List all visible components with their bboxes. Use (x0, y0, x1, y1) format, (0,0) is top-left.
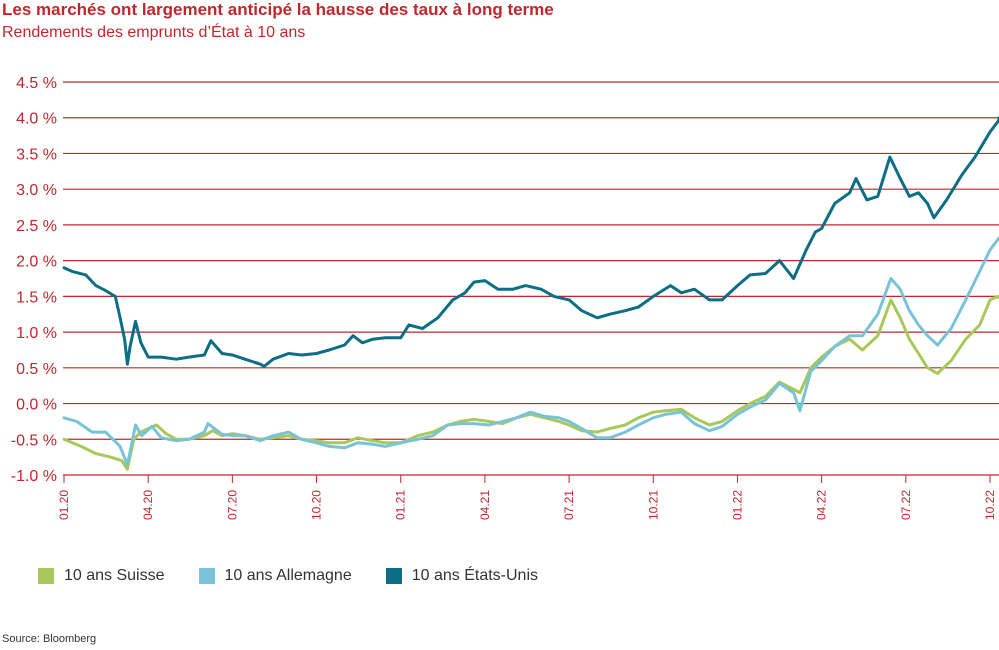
y-tick-label: 4.0 % (16, 111, 57, 128)
y-tick-label: 4.5 % (16, 75, 57, 92)
y-tick-label: 2.5 % (16, 218, 57, 235)
legend-swatch-suisse (38, 568, 54, 584)
chart-subtitle: Rendements des emprunts d’État à 10 ans (2, 24, 306, 41)
y-tick-label: -1.0 % (11, 468, 57, 485)
y-tick-label: 0.0 % (16, 397, 57, 414)
legend-label-allemagne: 10 ans Allemagne (224, 567, 352, 584)
x-axis: 01.20 04.20 07.20 10.20 01.21 04.21 07.21 10.21… (57, 475, 997, 520)
x-tick-label: 10.20 (310, 490, 324, 520)
x-tick-label: 04.22 (815, 490, 829, 520)
legend-swatch-etats-unis (385, 568, 402, 584)
legend-label-suisse: 10 ans Suisse (64, 567, 165, 584)
y-tick-label: 3.0 % (16, 182, 57, 199)
series-line-2 (62, 115, 999, 368)
x-tick-label: 07.22 (899, 490, 913, 520)
series-lines (62, 115, 999, 471)
x-tick-label: 07.21 (562, 490, 576, 520)
x-tick-label: 01.20 (57, 490, 71, 520)
legend-item-suisse: 10 ans Suisse (38, 567, 165, 585)
series-line-1 (62, 235, 999, 467)
y-tick-label: 0.5 % (16, 361, 57, 378)
x-tick-label: 10.22 (983, 490, 997, 520)
y-tick-label: 1.0 % (16, 325, 57, 342)
legend-item-allemagne: 10 ans Allemagne (198, 567, 352, 585)
legend-item-etats-unis: 10 ans États-Unis (385, 567, 538, 585)
legend-label-etats-unis: 10 ans États-Unis (411, 567, 538, 584)
y-tick-label: 1.5 % (16, 289, 57, 306)
x-tick-label: 10.21 (646, 490, 660, 520)
legend-swatch-allemagne (198, 568, 215, 584)
y-tick-label: -0.5 % (11, 432, 57, 449)
chart-title: Les marchés ont largement anticipé la ha… (2, 0, 554, 19)
y-tick-label: 3.5 % (16, 146, 57, 163)
x-tick-label: 01.22 (730, 490, 744, 520)
source-note: Source: Bloomberg (2, 633, 97, 645)
y-tick-label: 2.0 % (16, 254, 57, 271)
x-tick-label: 04.21 (478, 490, 492, 520)
grid-lines (63, 81, 999, 476)
line-chart: 4.5 % 4.0 % 3.5 % 3.0 % 2.5 % 2.0 % 1.5 % 1.0 %… (11, 75, 999, 520)
x-tick-label: 04.20 (141, 490, 155, 520)
series-line-0 (62, 294, 999, 471)
x-tick-label: 01.21 (394, 490, 408, 520)
x-tick-label: 07.20 (225, 490, 239, 520)
y-axis-labels: 4.5 % 4.0 % 3.5 % 3.0 % 2.5 % 2.0 % 1.5 % 1.0 %… (11, 75, 57, 485)
legend: 10 ans Suisse 10 ans Allemagne 10 ans Ét… (38, 566, 572, 586)
